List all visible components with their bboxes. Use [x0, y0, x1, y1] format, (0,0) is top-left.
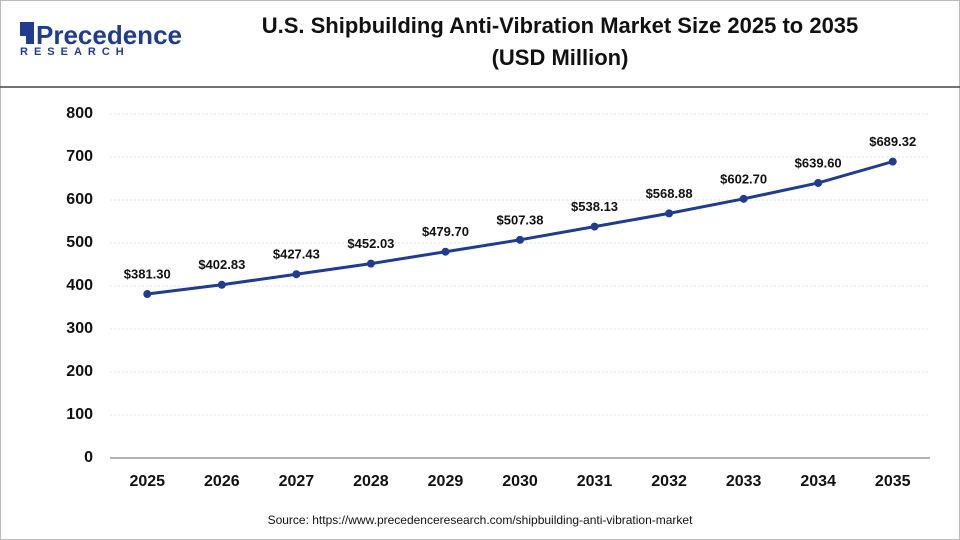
y-tick-label: 800 [66, 105, 93, 122]
chart-title: U.S. Shipbuilding Anti-Vibration Market … [262, 13, 859, 38]
x-tick-label: 2027 [279, 473, 315, 490]
x-tick-label: 2034 [800, 473, 836, 490]
value-label: $507.38 [497, 212, 544, 227]
x-tick-label: 2028 [353, 473, 389, 490]
value-label: $381.30 [124, 266, 171, 281]
y-tick-label: 400 [66, 277, 93, 294]
point [217, 280, 226, 289]
x-tick-label: 2032 [651, 473, 687, 490]
x-tick-label: 2033 [726, 473, 762, 490]
point [516, 235, 524, 244]
value-label: $639.60 [795, 155, 842, 170]
y-tick-label: 600 [66, 191, 93, 208]
chart-title: (USD Million) [492, 45, 629, 70]
x-tick-label: 2035 [875, 473, 911, 490]
value-label: $479.70 [422, 224, 469, 239]
point [292, 270, 301, 279]
point [814, 178, 823, 187]
point [590, 222, 599, 231]
x-tick-label: 2031 [577, 473, 613, 490]
value-label: $602.70 [720, 171, 767, 186]
x-tick-label: 2025 [129, 473, 165, 490]
point [739, 194, 748, 203]
y-tick-label: 300 [66, 320, 93, 337]
y-tick-label: 500 [66, 234, 93, 251]
logo-icon [20, 22, 34, 44]
point [366, 259, 375, 268]
point [143, 290, 152, 299]
point [888, 157, 897, 166]
y-tick-label: 100 [66, 406, 93, 423]
value-label: $452.03 [347, 236, 394, 251]
y-tick-label: 200 [66, 363, 93, 380]
value-label: $427.43 [273, 247, 320, 262]
x-tick-label: 2030 [502, 473, 538, 490]
logo-name: Precedence [36, 20, 182, 50]
point [441, 247, 450, 256]
x-tick-label: 2026 [204, 473, 240, 490]
value-label: $568.88 [646, 186, 693, 201]
x-tick-label: 2029 [428, 473, 464, 490]
value-label: $689.32 [869, 134, 916, 149]
point [665, 209, 674, 218]
source: Source: https://www.precedenceresearch.c… [268, 513, 694, 527]
logo-tagline: RESEARCH [20, 46, 130, 58]
value-label: $538.13 [571, 199, 618, 214]
value-label: $402.83 [198, 257, 245, 272]
y-tick-label: 700 [66, 148, 93, 165]
y-tick-label: 0 [84, 449, 93, 466]
